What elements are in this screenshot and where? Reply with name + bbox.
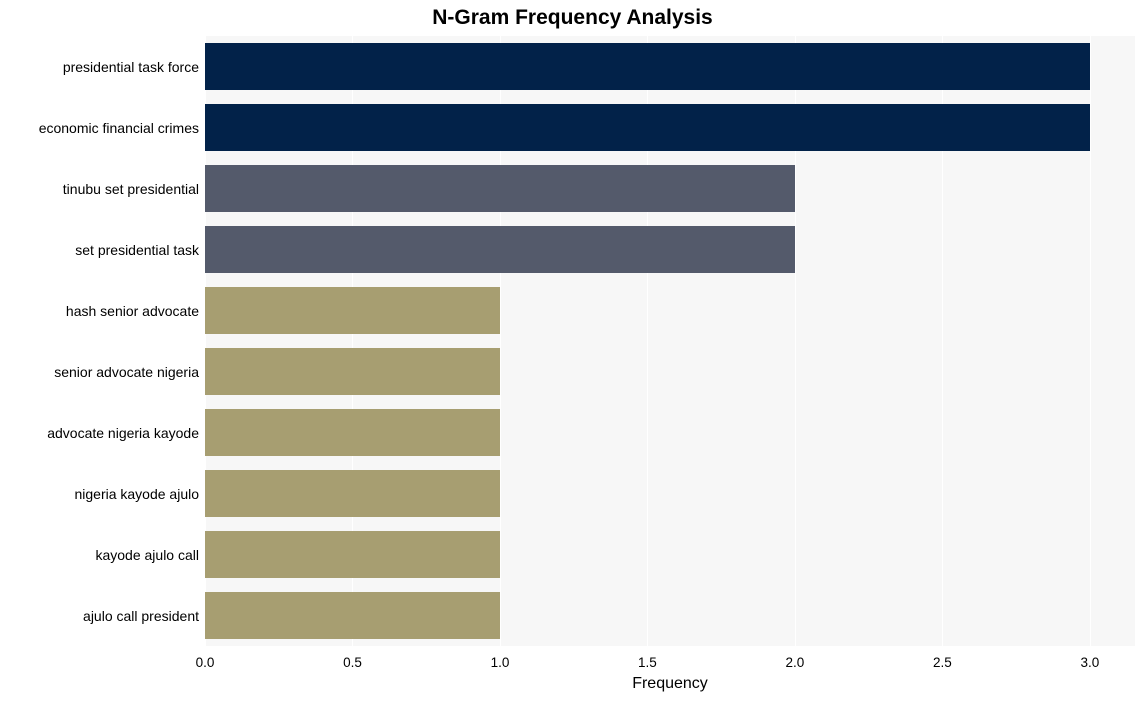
x-axis-tick-label: 1.5	[638, 655, 657, 670]
y-axis-label: hash senior advocate	[66, 303, 199, 319]
bar	[205, 409, 500, 456]
bar	[205, 531, 500, 578]
x-axis-tick-label: 0.0	[196, 655, 215, 670]
y-axis-label: presidential task force	[63, 59, 199, 75]
plot-area	[205, 36, 1135, 646]
y-axis-label: senior advocate nigeria	[54, 364, 199, 380]
bar	[205, 43, 1090, 90]
x-axis-tick-label: 0.5	[343, 655, 362, 670]
x-axis-tick-label: 3.0	[1080, 655, 1099, 670]
bar	[205, 287, 500, 334]
chart-title: N-Gram Frequency Analysis	[0, 6, 1145, 30]
x-axis-tick-label: 2.5	[933, 655, 952, 670]
x-axis-title: Frequency	[632, 675, 708, 693]
bar	[205, 470, 500, 517]
bar	[205, 104, 1090, 151]
y-axis-label: set presidential task	[75, 242, 199, 258]
y-axis-label: kayode ajulo call	[95, 547, 199, 563]
x-axis-tick-label: 1.0	[491, 655, 510, 670]
y-axis-label: ajulo call president	[83, 608, 199, 624]
x-axis-tick-label: 2.0	[786, 655, 805, 670]
y-axis-label: economic financial crimes	[39, 120, 199, 136]
gridline	[1090, 36, 1091, 646]
bar	[205, 592, 500, 639]
y-axis-label: tinubu set presidential	[63, 181, 199, 197]
y-axis-label: nigeria kayode ajulo	[74, 486, 199, 502]
ngram-frequency-chart: N-Gram Frequency Analysis Frequency pres…	[0, 0, 1145, 701]
bar	[205, 226, 795, 273]
bar	[205, 348, 500, 395]
bar	[205, 165, 795, 212]
y-axis-label: advocate nigeria kayode	[47, 425, 199, 441]
